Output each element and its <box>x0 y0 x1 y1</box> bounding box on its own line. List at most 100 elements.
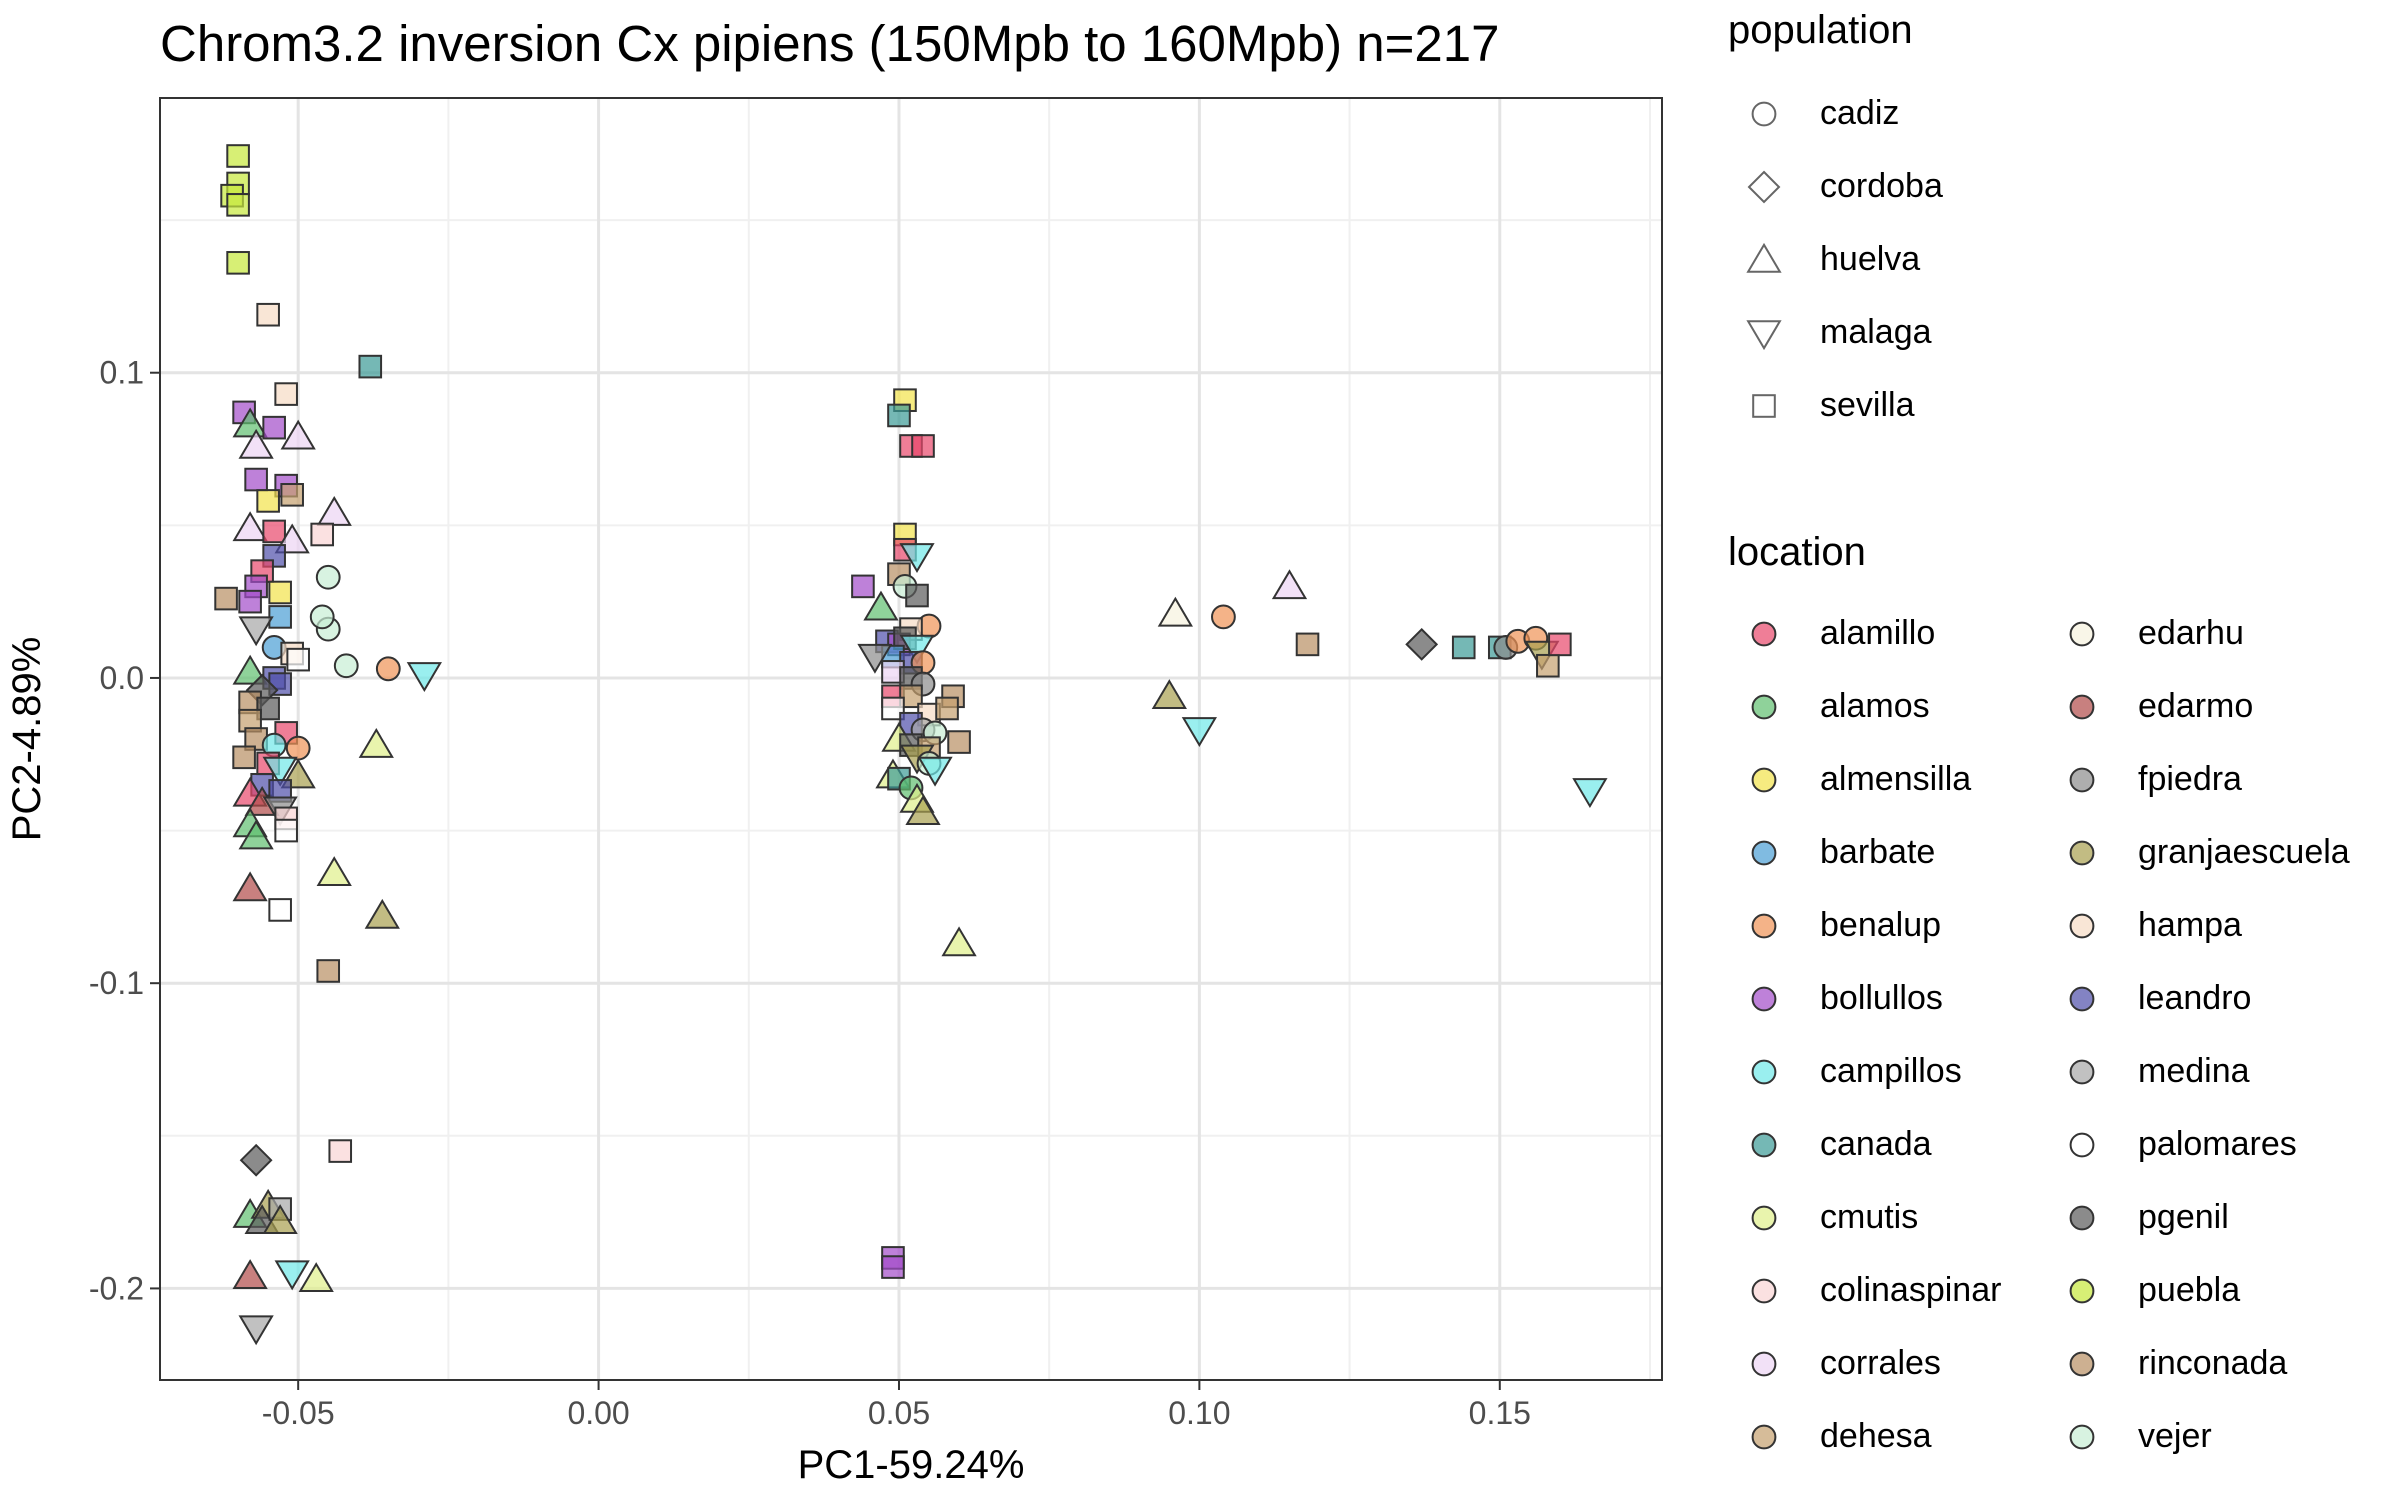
data-point-rinconada <box>947 730 971 754</box>
legend-key-shape <box>2069 1059 2095 1085</box>
data-point-dehesa <box>935 696 959 721</box>
data-point-almensilla <box>256 489 280 513</box>
data-point-edarhu <box>1157 596 1193 627</box>
data-point-benalup <box>375 656 401 682</box>
legend-label: colinaspinar <box>1820 1271 2002 1309</box>
data-point-vejer <box>315 564 341 590</box>
data-point-edarmo <box>232 871 268 902</box>
data-point-pgenil <box>256 696 280 721</box>
axis-ticks: -0.05 0.00 0.05 0.10 0.15 -0.2 -0.1 0.0 0.1 <box>89 355 1531 1431</box>
legend-key <box>1751 1278 1777 1304</box>
legend-key <box>1746 242 1782 273</box>
data-point-granjaescuela <box>1151 679 1187 709</box>
legend-label: benalup <box>1820 906 1942 944</box>
data-point-bollullos <box>851 574 875 599</box>
data-point-alamillo <box>1548 632 1572 657</box>
legend-label: alamillo <box>1820 614 1936 652</box>
legend-label: almensilla <box>1820 760 1972 798</box>
data-point-granjaescuela <box>364 898 400 929</box>
y-tick-label: 0.1 <box>100 355 144 391</box>
data-point-medina <box>238 616 274 647</box>
data-point-corrales <box>238 428 274 459</box>
x-axis-label: PC1-59.24% <box>798 1443 1025 1487</box>
legend-label: huelva <box>1820 240 1921 278</box>
legend-key <box>1751 621 1777 647</box>
legend-key <box>1752 394 1776 418</box>
y-axis-label: PC2-4.89% <box>5 637 49 842</box>
legend-key <box>1751 986 1777 1012</box>
data-point-vejer <box>333 653 359 679</box>
legend-key-shape <box>2069 621 2095 647</box>
data-point-pgenil <box>1405 627 1439 661</box>
data-point-campillos <box>917 756 953 787</box>
legend-label: edarhu <box>2138 614 2244 652</box>
legend-key <box>1751 694 1777 720</box>
legend-label: malaga <box>1820 313 1932 351</box>
legend-key <box>2069 913 2095 939</box>
legend-key <box>1751 1351 1777 1377</box>
legend-key <box>1746 320 1782 351</box>
legend-key-shape <box>2069 1424 2095 1450</box>
legend-key-shape <box>1746 242 1782 273</box>
data-point-hampa <box>274 382 298 406</box>
shape-legend-title: population <box>1728 8 1913 52</box>
data-point-rinconada <box>316 959 341 983</box>
data-point-alamos <box>232 407 268 438</box>
data-point-benalup <box>285 735 311 761</box>
legend-key-shape <box>2069 1132 2095 1158</box>
data-point-campillos <box>406 662 442 693</box>
data-points <box>214 144 1608 1346</box>
legend-key-shape <box>2069 913 2095 939</box>
legend-label: pgenil <box>2138 1198 2229 1236</box>
legend-key-shape <box>1751 1205 1777 1231</box>
legend-key-shape <box>2069 840 2095 866</box>
legend-key-shape <box>1751 986 1777 1012</box>
data-point-granjaescuela <box>262 1204 298 1235</box>
data-point-colinaspinar <box>328 1139 353 1163</box>
legend-key <box>1747 170 1781 204</box>
data-point-vejer <box>309 604 335 630</box>
legend-key-shape <box>2069 1205 2095 1231</box>
legend-key <box>1751 101 1777 127</box>
data-point-palomares <box>286 647 310 672</box>
scatter-plot: -0.05 0.00 0.05 0.10 0.15 -0.2 -0.1 0.0 0.1 PC1-… <box>5 97 1663 1487</box>
legend-key-shape <box>1751 101 1777 127</box>
data-point-cmutis <box>316 856 352 887</box>
legend-label: canada <box>1820 1125 1932 1163</box>
legend-label: fpiedra <box>2138 760 2242 798</box>
legend-key-shape <box>1752 394 1776 418</box>
data-point-corrales <box>280 419 316 450</box>
legend-label: cmutis <box>1820 1198 1919 1236</box>
y-tick-label: 0.0 <box>100 660 144 696</box>
data-point-bollullos <box>262 415 286 440</box>
legend-label: vejer <box>2138 1417 2212 1455</box>
legend-label: barbate <box>1820 833 1936 871</box>
data-point-almensilla <box>268 580 292 605</box>
legend-key-shape <box>1751 1424 1777 1450</box>
legend-key <box>1751 1424 1777 1450</box>
legend-label: corrales <box>1820 1344 1941 1382</box>
legend-label: campillos <box>1820 1052 1962 1090</box>
data-point-bollullos <box>244 467 268 492</box>
legend-key-shape <box>1751 1351 1777 1377</box>
legend-label: hampa <box>2138 906 2242 944</box>
legend-key <box>2069 1205 2095 1231</box>
data-point-alamos <box>863 590 899 621</box>
legend: population cadiz cordoba huelva malaga sevil… <box>1728 0 2388 1500</box>
data-point-campillos <box>1572 778 1608 809</box>
data-point-corrales <box>1271 569 1308 600</box>
data-point-bollullos <box>881 1255 905 1279</box>
data-point-bollullos <box>238 589 262 614</box>
data-point-campillos <box>899 543 935 574</box>
data-point-puebla <box>226 193 250 217</box>
legend-label: edarmo <box>2138 687 2254 725</box>
data-point-pgenil <box>905 583 929 608</box>
data-point-campillos <box>1181 717 1218 747</box>
legend-label: bollullos <box>1820 979 1943 1017</box>
data-point-corrales <box>232 511 268 542</box>
legend-key-shape <box>1746 320 1782 351</box>
data-point-corrales <box>316 495 352 526</box>
legend-key <box>1751 1132 1777 1158</box>
legend-key <box>2069 767 2095 793</box>
legend-key-shape <box>2069 1278 2095 1304</box>
